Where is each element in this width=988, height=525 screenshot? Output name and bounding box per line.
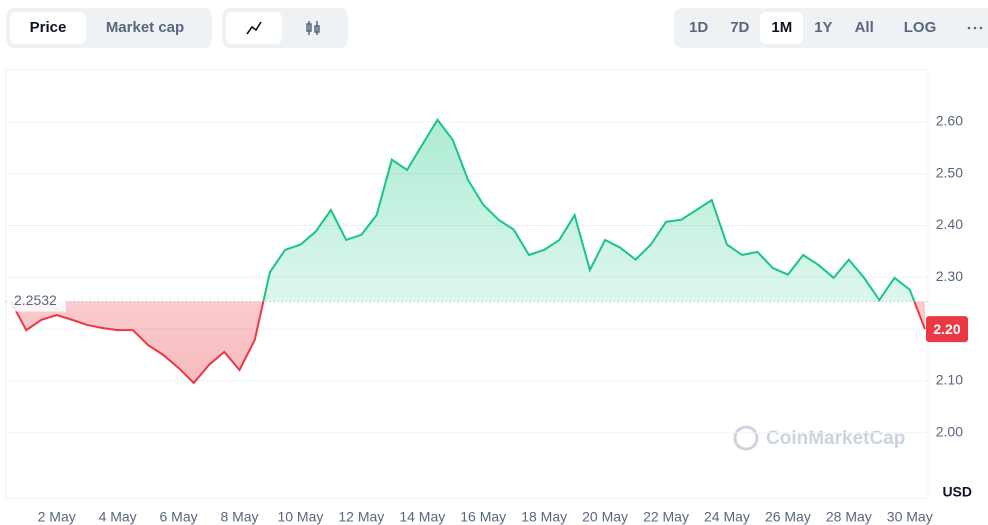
y-tick-label: 2.40	[936, 216, 963, 232]
baseline-label-bg	[10, 291, 66, 312]
range-toggle: 1D 7D 1M 1Y All LOG	[674, 8, 988, 48]
x-tick-label: 30 May	[887, 509, 933, 525]
area-down	[11, 301, 925, 383]
currency-label: USD	[942, 484, 972, 500]
chart-style-toggle	[222, 8, 348, 48]
baseline-label: 2.2532	[14, 292, 57, 308]
line-style-button[interactable]	[226, 12, 282, 44]
x-tick-label: 2 May	[38, 509, 76, 525]
x-tick-label: 24 May	[704, 509, 750, 525]
y-tick-label: 2.50	[936, 164, 963, 180]
price-tab[interactable]: Price	[10, 12, 86, 44]
x-tick-label: 10 May	[277, 509, 323, 525]
range-button[interactable]: 7D	[730, 19, 750, 36]
x-tick-label: 22 May	[643, 509, 689, 525]
x-tick-label: 28 May	[826, 509, 872, 525]
chart: CoinMarketCap 2.00 2.10 2.20 2.30 2.40 2.50 2.…	[5, 69, 972, 525]
x-tick-label: 16 May	[460, 509, 506, 525]
x-tick-label: 8 May	[220, 509, 258, 525]
current-price-tag	[926, 316, 968, 343]
x-tick-label: 6 May	[160, 509, 198, 525]
current-price-label: 2.20	[933, 321, 960, 337]
more-icon	[967, 26, 983, 30]
candle-style-button[interactable]	[282, 12, 344, 44]
price-line-up	[11, 117, 916, 302]
watermark: CoinMarketCap	[733, 425, 905, 451]
area-up	[263, 119, 915, 302]
log-button[interactable]: LOG	[903, 19, 937, 36]
view-toggle: Price Market cap	[6, 8, 212, 48]
price-line-down	[10, 301, 926, 385]
x-tick-label: 26 May	[765, 509, 811, 525]
x-tick-label: 20 May	[582, 509, 628, 525]
more-button[interactable]	[955, 12, 988, 44]
range-button[interactable]: 1D	[689, 19, 709, 36]
x-tick-label: 14 May	[399, 509, 445, 525]
y-tick-label: 2.60	[936, 113, 963, 129]
x-tick-label: 12 May	[338, 509, 384, 525]
range-button[interactable]: 1M	[760, 12, 804, 44]
x-tick-label: 18 May	[521, 509, 567, 525]
watermark-text: CoinMarketCap	[766, 428, 905, 449]
market-cap-tab[interactable]: Market cap	[105, 19, 185, 36]
y-tick-label: 2.10	[936, 372, 963, 388]
range-button[interactable]: All	[854, 19, 874, 36]
line-icon	[246, 21, 262, 35]
x-tick-label: 4 May	[99, 509, 137, 525]
y-tick-label: 2.30	[936, 268, 963, 284]
y-tick-label: 2.00	[936, 423, 963, 439]
candle-icon	[306, 21, 320, 35]
range-button[interactable]: 1Y	[814, 19, 833, 36]
